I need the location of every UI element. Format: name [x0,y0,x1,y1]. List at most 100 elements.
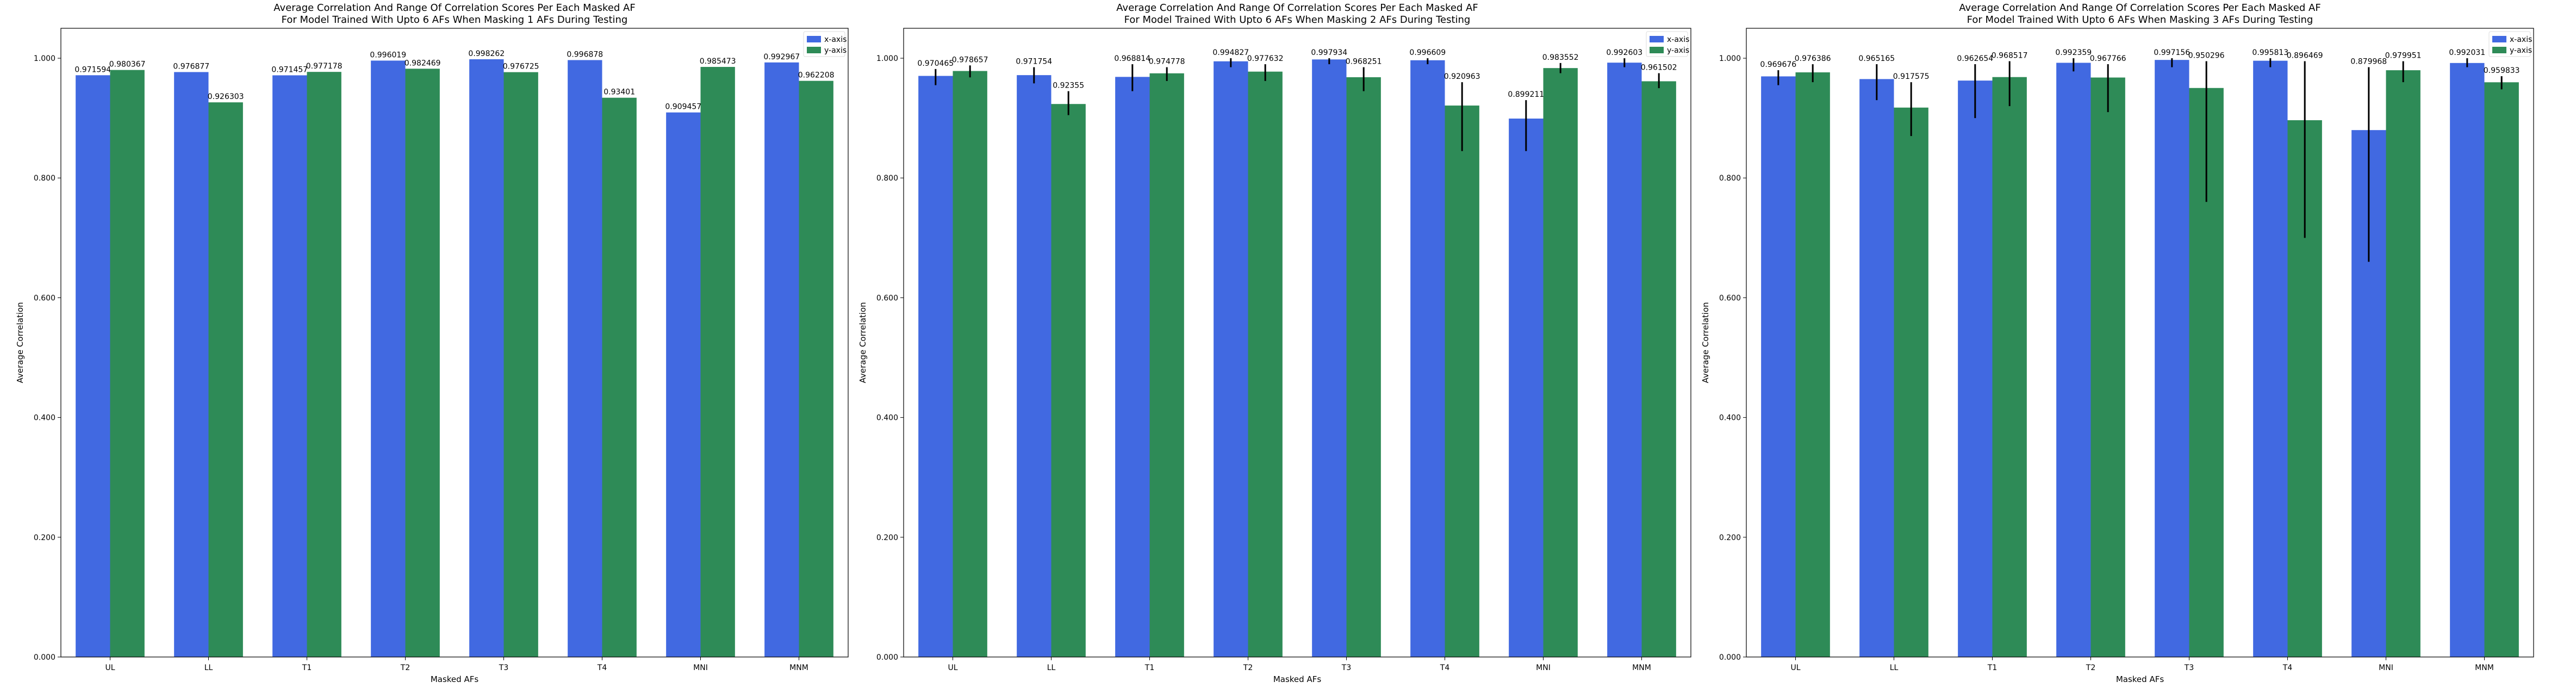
data-label: 0.970465 [917,59,954,68]
x-tick-label: T4 [1440,664,1450,672]
x-axis-label: Masked AFs [2116,674,2164,684]
chart-panel-3: Average Correlation And Range Of Correla… [1701,2,2534,684]
bar-y-axis-T1 [307,72,341,657]
legend-label: y-axis [1667,46,1689,55]
bar-x-axis-T2 [1214,61,1248,658]
x-tick-label: UL [948,664,957,672]
legend-label: x-axis [1667,35,1689,44]
legend-swatch [807,47,821,53]
bar-x-axis-UL [76,75,110,657]
data-label: 0.977178 [306,62,343,71]
bar-x-axis-UL [918,76,953,658]
bar-x-axis-T3 [469,59,504,658]
legend-swatch [2492,36,2506,42]
data-label: 0.976386 [1795,54,1831,63]
bar-x-axis-MNM [2450,63,2485,658]
bar-y-axis-UL [1795,72,1830,657]
bar-x-axis-LL [174,72,209,658]
plot-frame [903,28,1691,658]
x-tick-label: T4 [597,664,607,672]
x-tick-label: MNM [789,664,808,672]
legend-swatch [1650,47,1664,53]
data-label: 0.995813 [2252,48,2288,57]
data-label: 0.968517 [1992,52,2028,60]
data-label: 0.962208 [798,71,835,80]
y-axis-label: Average Correlation [1701,302,1710,383]
data-label: 0.982469 [405,59,441,67]
y-tick-label: 0.600 [34,294,55,302]
data-label: 0.93401 [603,88,635,97]
bar-y-axis-MNM [1641,81,1676,657]
data-label: 0.992967 [763,53,800,61]
x-tick-label: LL [1047,664,1056,672]
legend-swatch [2492,47,2506,53]
bar-y-axis-MNI [1543,68,1578,657]
x-tick-label: UL [1790,664,1800,672]
bar-x-axis-T4 [568,60,602,658]
data-label: 0.896469 [2287,52,2323,60]
data-label: 0.992031 [2449,48,2485,57]
x-tick-label: MNM [2475,664,2494,672]
data-label: 0.996019 [370,51,406,59]
legend: x-axis y-axis [1646,31,1689,57]
data-label: 0.997934 [1311,48,1347,57]
data-label: 0.959833 [2484,66,2520,75]
legend-label: y-axis [824,46,847,55]
y-tick-label: 0.800 [34,174,55,183]
bar-x-axis-MNI [1509,119,1544,658]
bar-y-axis-T3 [503,72,538,658]
data-label: 0.994827 [1212,48,1249,57]
bar-x-axis-LL [1859,79,1894,657]
bar-y-axis-T1 [1992,77,2027,658]
x-tick-label: UL [105,664,115,672]
bar-x-axis-T1 [1958,80,1993,657]
data-label: 0.971457 [271,65,308,74]
data-label: 0.879968 [2350,58,2387,66]
bar-x-axis-MNM [764,62,799,657]
bar-y-axis-T4 [1445,106,1479,657]
x-tick-label: T2 [1243,664,1253,672]
bar-y-axis-LL [208,102,243,657]
bar-y-axis-T2 [2090,77,2125,657]
legend-label: x-axis [2510,35,2532,44]
x-axis-label: Masked AFs [1273,674,1322,684]
chart-subtitle: For Model Trained With Upto 6 AFs When M… [282,14,628,26]
bar-y-axis-MNI [2386,70,2421,658]
data-label: 0.996878 [567,50,603,59]
y-tick-label: 0.000 [1719,653,1741,662]
data-label: 0.962654 [1957,54,1993,63]
data-label: 0.980367 [109,60,146,69]
data-label: 0.899211 [1508,90,1544,99]
data-label: 0.985473 [700,57,736,66]
bar-x-axis-MNI [666,112,701,658]
legend-label: x-axis [824,35,847,44]
x-tick-label: T4 [2282,664,2293,672]
data-label: 0.917575 [1893,72,1930,81]
bar-y-axis-LL [1894,107,1928,657]
y-tick-label: 0.000 [876,653,898,662]
x-axis-label: Masked AFs [431,674,479,684]
y-tick-label: 1.000 [34,54,55,63]
bar-x-axis-T3 [1312,59,1347,658]
x-tick-label: LL [204,664,213,672]
y-axis-label: Average Correlation [858,302,868,383]
data-label: 0.997156 [2154,48,2190,57]
bar-x-axis-LL [1017,75,1051,657]
data-label: 0.978657 [952,55,988,64]
bar-y-axis-T3 [1346,77,1381,658]
bar-y-axis-MNM [799,80,833,658]
data-label: 0.965165 [1858,54,1895,63]
y-axis-label: Average Correlation [15,302,25,383]
plot-frame [60,28,849,658]
y-tick-label: 0.200 [34,534,55,542]
data-label: 0.979951 [2385,52,2422,60]
bar-y-axis-UL [953,71,987,657]
x-tick-label: MNM [1632,664,1651,672]
y-tick-label: 0.200 [1719,534,1741,542]
data-label: 0.996609 [1409,48,1446,57]
y-tick-label: 0.800 [1719,174,1741,183]
x-tick-label: MNI [2379,664,2393,672]
x-tick-label: T1 [302,664,312,672]
y-tick-label: 0.600 [1719,294,1741,302]
